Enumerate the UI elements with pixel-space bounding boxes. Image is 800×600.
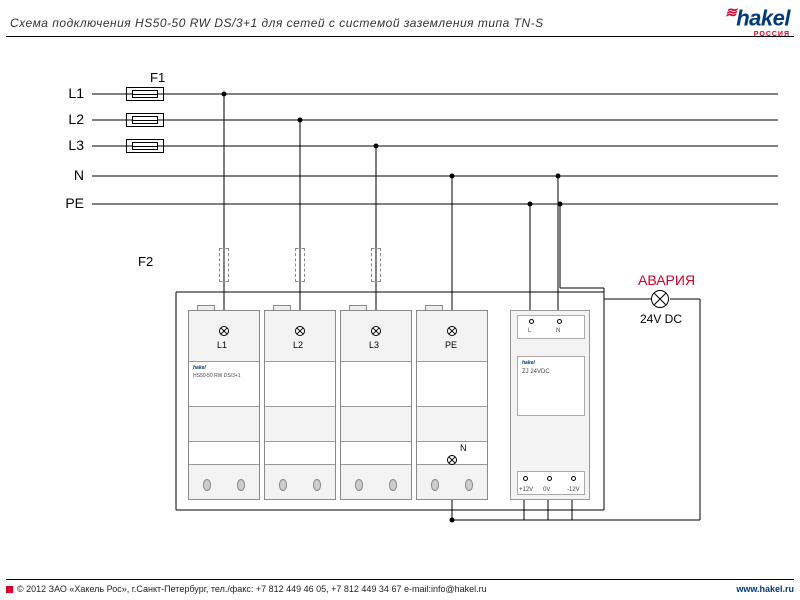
relay-top-term-l	[529, 319, 534, 324]
fuse-f1-inner-l3	[132, 142, 158, 150]
spd-terminal-n-bottom	[447, 455, 457, 465]
relay-bot-term	[571, 476, 576, 481]
spd-terminal-l2	[295, 326, 305, 336]
bus-label-l3: L3	[54, 137, 84, 153]
spd-terminal-label-l1: L1	[217, 340, 227, 350]
bus-label-pe: PE	[54, 195, 84, 211]
alarm-indicator	[651, 290, 669, 308]
spd-terminal-l1	[219, 326, 229, 336]
fuse-f1-inner-l2	[132, 116, 158, 124]
spd-module-l1: hakelHS50-50 RW DS/3+1	[188, 310, 260, 500]
fuse-f2-3	[371, 248, 381, 282]
footer-url[interactable]: www.hakel.ru	[736, 584, 794, 594]
spd-terminal-n-label: N	[460, 443, 467, 453]
fuse-f2-1	[219, 248, 229, 282]
footer-text: © 2012 ЗАО «Хакель Рос», г.Санкт-Петербу…	[17, 584, 487, 594]
alarm-label: АВАРИЯ	[638, 272, 695, 288]
footer: © 2012 ЗАО «Хакель Рос», г.Санкт-Петербу…	[6, 579, 794, 594]
fuse-f1-inner-l1	[132, 90, 158, 98]
spd-module-l2	[264, 310, 336, 500]
relay-module: LNhakelZJ 24VDC+12V0V-12V	[510, 310, 590, 500]
spd-terminal-label-pe: PE	[445, 340, 457, 350]
relay-top-term-n	[557, 319, 562, 324]
fuse-f1-label: F1	[150, 70, 165, 85]
bus-label-l2: L2	[54, 111, 84, 127]
bus-label-l1: L1	[54, 85, 84, 101]
alarm-voltage: 24V DC	[640, 312, 682, 326]
spd-terminal-l3	[371, 326, 381, 336]
spd-terminal-label-l2: L2	[293, 340, 303, 350]
spd-module-l3	[340, 310, 412, 500]
spd-terminal-label-l3: L3	[369, 340, 379, 350]
relay-bot-term	[547, 476, 552, 481]
wiring-layer	[0, 0, 800, 600]
fuse-f2-2	[295, 248, 305, 282]
spd-terminal-pe	[447, 326, 457, 336]
bus-label-n: N	[54, 167, 84, 183]
fuse-f2-label: F2	[138, 254, 153, 269]
spd-module-pe	[416, 310, 488, 500]
relay-bot-term	[523, 476, 528, 481]
